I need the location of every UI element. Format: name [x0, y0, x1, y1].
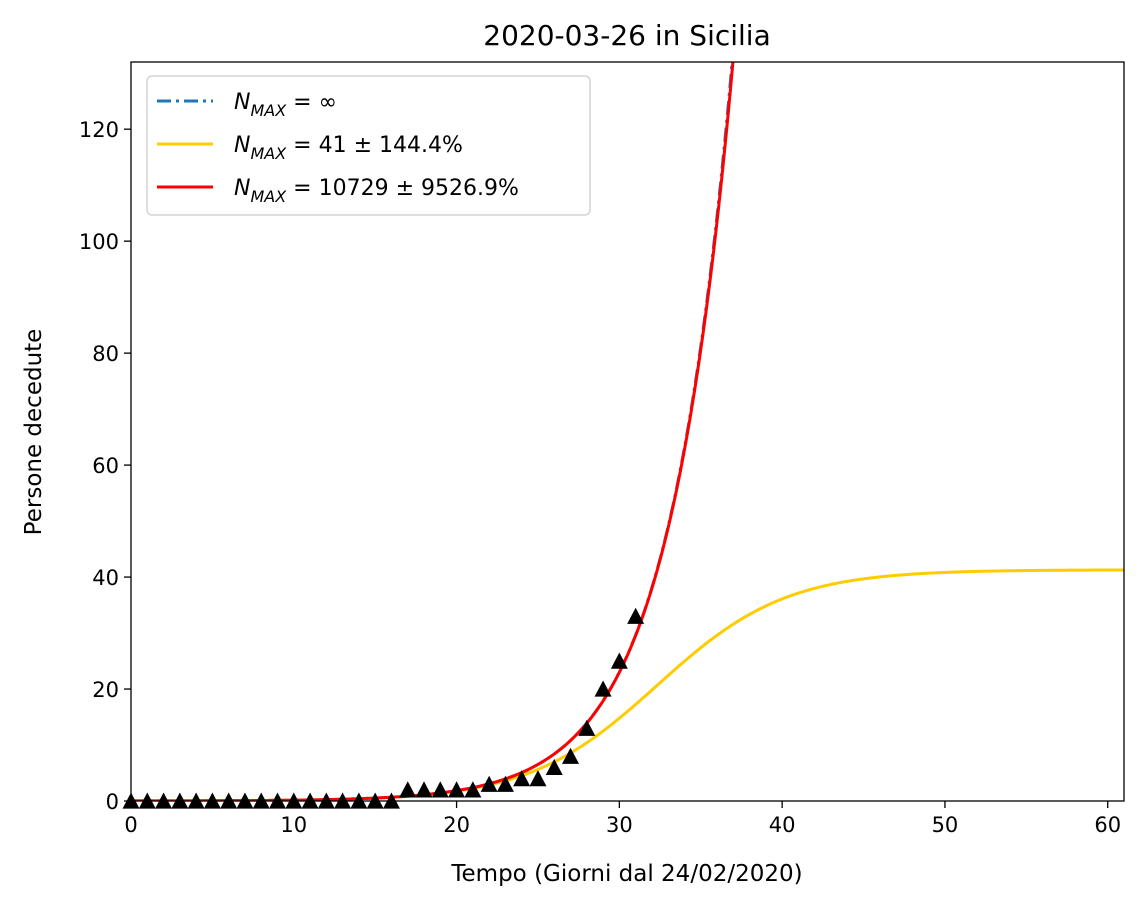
data-point-marker	[627, 607, 645, 624]
data-point-marker	[480, 775, 498, 792]
data-point-marker	[415, 781, 433, 798]
plot-frame	[130, 61, 1125, 802]
data-point-marker	[448, 781, 466, 798]
data-point-marker	[562, 747, 580, 764]
chart-title: 2020-03-26 in Sicilia	[483, 19, 771, 52]
x-tick-label: 0	[124, 813, 137, 837]
legend: NMAX = ∞NMAX = 41 ± 144.4%NMAX = 10729 ±…	[146, 75, 591, 216]
x-tick-label: 20	[443, 813, 470, 837]
legend-box	[146, 75, 591, 216]
y-tick-label: 20	[92, 678, 119, 702]
data-point-marker	[529, 770, 547, 787]
axis-ticks: 0 10 20 30 40 50 60 0 20 40 60 80 100 120	[79, 118, 1121, 837]
x-tick-label: 30	[606, 813, 633, 837]
data-point-marker	[399, 781, 417, 798]
y-tick-label: 40	[92, 566, 119, 590]
x-axis-label: Tempo (Giorni dal 24/02/2020)	[450, 861, 802, 887]
y-tick-label: 60	[92, 454, 119, 478]
data-point-marker	[496, 775, 514, 792]
data-point-marker	[513, 770, 531, 787]
data-point-marker	[464, 781, 482, 798]
y-tick-label: 100	[79, 230, 119, 254]
y-tick-label: 120	[79, 118, 119, 142]
y-tick-label: 80	[92, 342, 119, 366]
x-tick-label: 60	[1094, 813, 1121, 837]
data-point-marker	[594, 680, 612, 697]
data-point-marker	[610, 652, 628, 669]
y-axis-label: Persone decedute	[21, 329, 47, 536]
data-point-marker	[578, 719, 596, 736]
x-tick-label: 40	[769, 813, 796, 837]
data-point-marker	[431, 781, 449, 798]
x-tick-label: 50	[932, 813, 959, 837]
y-tick-label: 0	[106, 790, 119, 814]
data-point-marker	[545, 758, 563, 776]
x-tick-label: 10	[280, 813, 307, 837]
